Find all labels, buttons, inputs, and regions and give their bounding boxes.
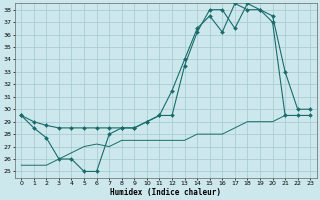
X-axis label: Humidex (Indice chaleur): Humidex (Indice chaleur) [110, 188, 221, 197]
